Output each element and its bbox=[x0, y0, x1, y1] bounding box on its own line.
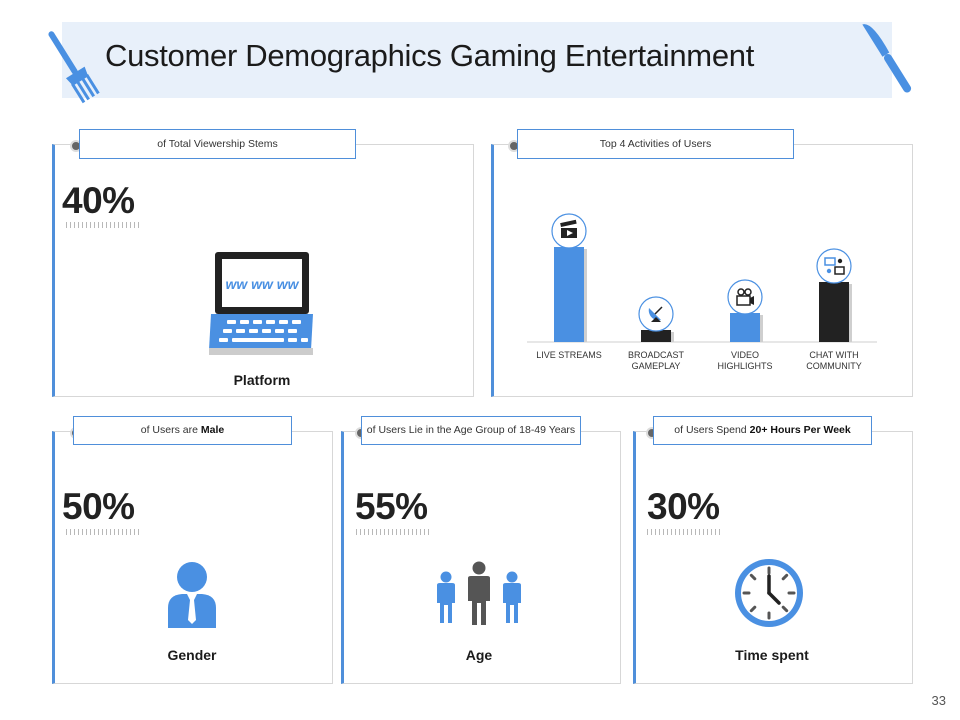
age-tag: of Users Lie in the Age Group of 18-49 Y… bbox=[361, 416, 581, 445]
gender-percent-ticks bbox=[66, 529, 142, 535]
clock-icon bbox=[735, 559, 803, 627]
businessman-icon bbox=[168, 562, 216, 628]
time-percent-ticks bbox=[647, 529, 723, 535]
gender-percent: 50% bbox=[62, 486, 135, 527]
title-band bbox=[62, 22, 892, 98]
time-tag: of Users Spend 20+ Hours Per Week bbox=[653, 416, 872, 445]
platform-caption: Platform bbox=[233, 372, 291, 388]
age-percent-ticks bbox=[356, 529, 432, 535]
gender-card bbox=[52, 431, 333, 684]
gender-tag: of Users are Male bbox=[73, 416, 292, 445]
gender-tag-text: of Users are bbox=[140, 424, 198, 437]
platform-percent-ticks bbox=[66, 222, 142, 228]
gender-tag-bold: Male bbox=[200, 424, 225, 437]
page-title: Customer Demographics Gaming Entertainme… bbox=[105, 38, 755, 73]
time-caption: Time spent bbox=[735, 647, 809, 663]
people-group-icon bbox=[437, 561, 521, 625]
gender-caption: Gender bbox=[167, 647, 217, 663]
time-tag-bold: 20+ Hours Per Week bbox=[749, 424, 851, 437]
time-tag-text: of Users Spend bbox=[674, 424, 747, 437]
age-card bbox=[341, 431, 621, 684]
fork-icon bbox=[48, 31, 100, 104]
knife-icon bbox=[862, 24, 912, 93]
age-percent: 55% bbox=[355, 486, 428, 527]
time-card bbox=[633, 431, 913, 684]
activities-tag: Top 4 Activities of Users bbox=[517, 129, 794, 159]
time-percent: 30% bbox=[647, 486, 720, 527]
platform-tag: of Total Viewership Stems bbox=[79, 129, 356, 159]
activities-card bbox=[491, 144, 913, 397]
laptop-icon: ww ww ww bbox=[209, 252, 313, 355]
page-number: 33 bbox=[931, 693, 946, 708]
age-caption: Age bbox=[465, 647, 493, 663]
laptop-screen-text: ww ww ww bbox=[225, 276, 299, 292]
platform-percent: 40% bbox=[62, 180, 135, 221]
